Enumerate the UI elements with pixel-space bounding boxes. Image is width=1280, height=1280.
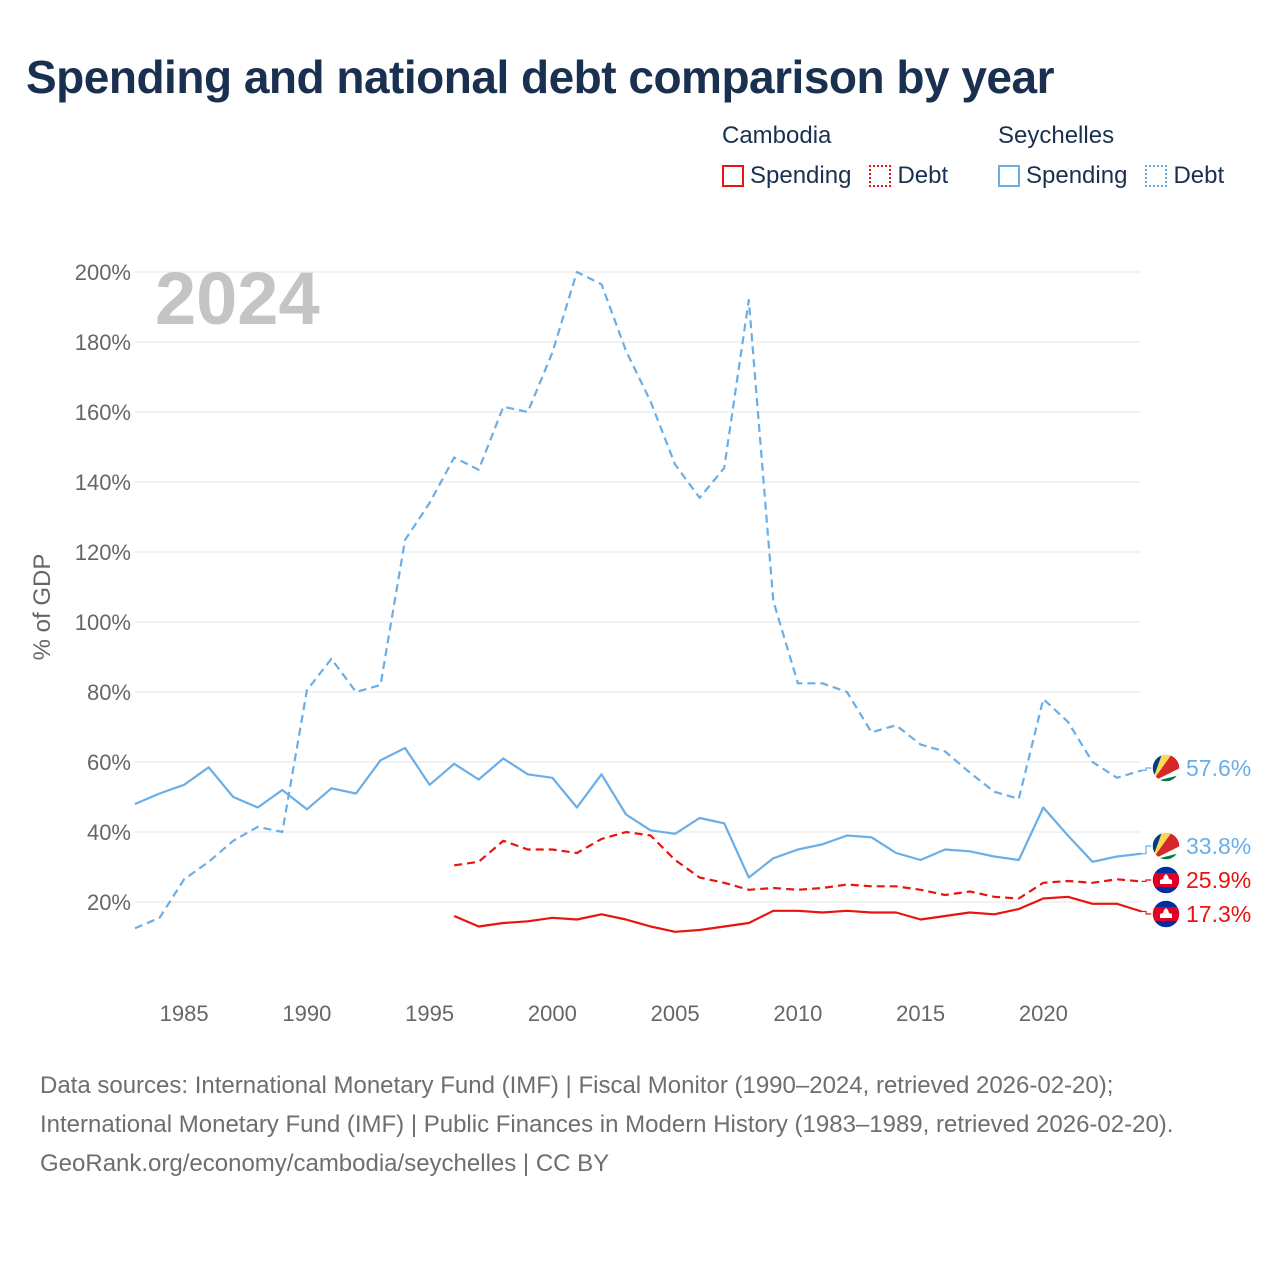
legend-label: Spending: [1026, 162, 1128, 189]
y-tick-label: 20%: [87, 890, 131, 915]
y-tick-label: 40%: [87, 820, 131, 845]
x-tick-label: 2010: [773, 1001, 822, 1026]
x-tick-label: 1995: [405, 1001, 454, 1026]
legend-group-title: Seychelles: [998, 122, 1115, 149]
y-tick-label: 80%: [87, 680, 131, 705]
footer: Data sources: International Monetary Fun…: [40, 1066, 1240, 1183]
y-tick-label: 140%: [75, 470, 131, 495]
end-markers: 57.6% 33.8% 25.9% 17.3%: [1141, 753, 1251, 929]
x-tick-label: 1985: [160, 1001, 209, 1026]
series-line-seychelles-debt[interactable]: [134, 270, 1142, 930]
series-lines: [134, 270, 1142, 933]
legend-group-seychelles: Seychelles Spending Debt: [998, 122, 1242, 194]
y-tick-label: 100%: [75, 610, 131, 635]
legend-label: Spending: [750, 162, 852, 189]
cambodia-flag-icon: [1151, 865, 1181, 895]
x-tick-label: 2000: [528, 1001, 577, 1026]
x-axis-ticks: 1985 1990 1995 2000 2005 2010 2015 2020: [160, 1001, 1068, 1026]
legend-swatch-dotted: [1145, 165, 1168, 187]
legend-swatch-solid: [998, 165, 1020, 187]
year-watermark: 2024: [155, 257, 320, 340]
y-tick-label: 60%: [87, 750, 131, 775]
seychelles-flag-icon: [1151, 753, 1181, 783]
legend-group-title: Cambodia: [722, 122, 832, 149]
legend-swatch-dotted: [869, 165, 892, 187]
legend-item-cambodia-spending[interactable]: Spending: [722, 164, 851, 188]
end-connector: [1141, 767, 1152, 772]
y-tick-label: 120%: [75, 540, 131, 565]
y-tick-label: 180%: [75, 330, 131, 355]
series-line-cambodia-spending[interactable]: [453, 895, 1142, 933]
x-tick-label: 2015: [896, 1001, 945, 1026]
end-connector: [1141, 879, 1152, 882]
x-tick-label: 1990: [282, 1001, 331, 1026]
end-value-label: 25.9%: [1186, 867, 1251, 893]
end-value-label: 33.8%: [1186, 833, 1251, 859]
gridlines: [135, 271, 1141, 903]
y-tick-label: 200%: [75, 260, 131, 285]
legend-swatch-solid: [722, 165, 744, 187]
end-connector: [1141, 910, 1152, 915]
seychelles-flag-icon: [1151, 831, 1181, 861]
line-chart: 2024 20% 40% 60% 80% 100% 120% 140% 160% 180% 200…: [29, 257, 1251, 1026]
legend-label: Debt: [897, 162, 949, 189]
y-axis-ticks: 20% 40% 60% 80% 100% 120% 140% 160% 180% 200%: [75, 260, 131, 915]
legend-group-cambodia: Cambodia Spending Debt: [722, 122, 966, 194]
cambodia-flag-icon: [1151, 899, 1181, 929]
series-line-cambodia-debt[interactable]: [454, 830, 1142, 900]
end-value-label: 57.6%: [1186, 755, 1251, 781]
y-tick-label: 160%: [75, 400, 131, 425]
legend-item-seychelles-debt[interactable]: Debt: [1145, 164, 1224, 188]
end-connector: [1141, 845, 1152, 855]
y-axis-label: % of GDP: [29, 554, 56, 661]
credit-link[interactable]: GeoRank.org/economy/cambodia/seychelles …: [40, 1150, 610, 1177]
chart-title: Spending and national debt comparison by…: [26, 51, 1055, 103]
series-line-seychelles-spending[interactable]: [134, 746, 1142, 879]
data-sources: Data sources: International Monetary Fun…: [40, 1072, 1174, 1138]
x-tick-label: 2005: [651, 1001, 700, 1026]
x-tick-label: 2020: [1019, 1001, 1068, 1026]
legend-label: Debt: [1173, 162, 1225, 189]
legend-item-seychelles-spending[interactable]: Spending: [998, 164, 1127, 188]
end-value-label: 17.3%: [1186, 901, 1251, 927]
legend-item-cambodia-debt[interactable]: Debt: [869, 164, 948, 188]
